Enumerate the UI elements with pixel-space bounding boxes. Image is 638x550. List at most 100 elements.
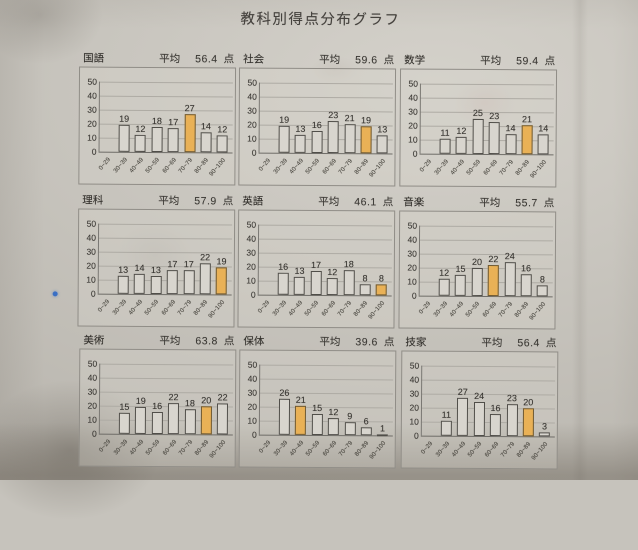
gridline-50 bbox=[99, 363, 234, 366]
bar-value-label: 24 bbox=[504, 251, 515, 262]
highlighted-bar bbox=[184, 114, 196, 153]
chart-header: 国語 平均 56.4 点 bbox=[79, 53, 237, 68]
bar bbox=[344, 123, 356, 154]
bar bbox=[440, 420, 452, 436]
mean-value: 56.4 bbox=[517, 337, 540, 350]
gridline-40 bbox=[418, 239, 554, 242]
y-axis-tick-label: 20 bbox=[87, 118, 97, 129]
chart-subject-title: 音楽 bbox=[403, 196, 425, 209]
chart-gika: 技家 平均 56.4 点 0 10 20 30 40 50 0~29 11 30~39 27 40~49 24… bbox=[400, 337, 560, 470]
y-axis-tick-label: 50 bbox=[408, 78, 418, 89]
chart-subject-title: 国語 bbox=[83, 52, 105, 65]
y-axis-line bbox=[98, 363, 101, 434]
bar-value-label: 11 bbox=[441, 409, 452, 420]
chart-header: 保体 平均 39.6 点 bbox=[239, 336, 397, 351]
y-axis-tick-label: 40 bbox=[87, 90, 97, 101]
chart-rika: 理科 平均 57.9 点 0 10 20 30 40 50 0~29 13 30~39 14 40~49 13… bbox=[77, 195, 236, 328]
y-axis-line bbox=[420, 365, 423, 436]
gridline-0 bbox=[257, 294, 392, 297]
mean-label: 平均 bbox=[158, 195, 180, 208]
y-axis-tick-label: 0 bbox=[411, 290, 417, 301]
chart-mean-score: 平均 57.9 点 bbox=[158, 195, 233, 208]
mean-value: 56.4 bbox=[195, 53, 218, 66]
y-axis-tick-label: 10 bbox=[87, 132, 97, 143]
bar bbox=[326, 278, 338, 296]
bar bbox=[536, 285, 549, 297]
y-axis-tick-label: 30 bbox=[247, 105, 257, 116]
y-axis-tick-label: 20 bbox=[408, 120, 418, 131]
chart-bijutsu: 美術 平均 63.8 点 0 10 20 30 40 50 0~29 15 30~39 19 40~49 16… bbox=[78, 334, 238, 468]
chart-plot-area: 0 10 20 30 40 50 0~29 15 30~39 19 40~49 16 50~59 22 60… bbox=[78, 348, 237, 468]
gridline-0 bbox=[98, 151, 233, 154]
bar bbox=[294, 276, 306, 295]
bar bbox=[151, 411, 163, 435]
bar bbox=[377, 433, 389, 437]
highlighted-bar bbox=[295, 405, 307, 435]
y-axis-tick-label: 0 bbox=[90, 288, 96, 299]
chart-mean-score: 平均 63.8 点 bbox=[159, 335, 234, 348]
y-axis-tick-label: 30 bbox=[246, 247, 256, 258]
page-title: 教科別得点分布グラフ bbox=[240, 11, 401, 29]
y-axis-tick-label: 10 bbox=[246, 275, 256, 286]
highlighted-bar bbox=[522, 408, 534, 437]
bar bbox=[327, 418, 340, 436]
bar bbox=[472, 118, 484, 155]
bar bbox=[151, 126, 163, 153]
chart-header: 音楽 平均 55.7 点 bbox=[399, 196, 557, 211]
bar bbox=[118, 125, 130, 152]
y-axis-tick-label: 30 bbox=[408, 106, 418, 117]
y-axis-tick-label: 40 bbox=[246, 233, 257, 244]
chart-plot-area: 0 10 20 30 40 50 0~29 19 30~39 12 40~49 18 50~59 17 60… bbox=[78, 66, 237, 186]
y-axis-tick-label: 10 bbox=[86, 274, 96, 285]
y-axis-tick-label: 40 bbox=[409, 374, 420, 385]
bar bbox=[166, 270, 178, 295]
highlighted-bar bbox=[375, 284, 388, 296]
y-axis-tick-label: 10 bbox=[87, 414, 97, 425]
y-axis-tick-label: 0 bbox=[251, 147, 257, 158]
bar-value-label: 3 bbox=[541, 421, 548, 432]
bar-value-label: 16 bbox=[311, 119, 322, 130]
bar bbox=[505, 134, 517, 155]
bar bbox=[135, 407, 147, 434]
y-axis-tick-label: 50 bbox=[409, 360, 420, 371]
chart-subject-title: 保体 bbox=[243, 335, 265, 348]
bar bbox=[327, 120, 339, 154]
bar bbox=[277, 272, 289, 295]
chart-subject-title: 美術 bbox=[83, 334, 105, 347]
y-axis-tick-label: 0 bbox=[92, 428, 97, 439]
chart-header: 技家 平均 56.4 点 bbox=[401, 337, 559, 352]
bar bbox=[457, 398, 469, 436]
y-axis-tick-label: 50 bbox=[86, 218, 97, 229]
gridline-40 bbox=[98, 237, 233, 240]
bar bbox=[506, 403, 518, 437]
chart-kokugo: 国語 平均 56.4 点 0 10 20 30 40 50 0~29 19 30~39 12 40~49 18… bbox=[78, 53, 237, 186]
chart-plot-area: 0 10 20 30 40 50 0~29 19 30~39 13 40~49 16 50~59 23 60… bbox=[238, 67, 397, 187]
chart-subject-title: 社会 bbox=[243, 53, 265, 66]
mean-label: 平均 bbox=[159, 335, 181, 348]
highlighted-bar bbox=[200, 406, 212, 435]
chart-subject-title: 英語 bbox=[242, 195, 264, 208]
mean-unit-label: 点 bbox=[222, 195, 234, 208]
bar bbox=[167, 403, 180, 435]
y-axis-line bbox=[98, 81, 100, 152]
mean-unit-label: 点 bbox=[223, 335, 235, 348]
gridline-40 bbox=[421, 379, 556, 382]
bar bbox=[359, 284, 371, 296]
bar bbox=[118, 412, 131, 434]
gridline-0 bbox=[418, 295, 553, 298]
chart-mean-score: 平均 56.4 点 bbox=[481, 337, 556, 350]
gridline-0 bbox=[97, 293, 232, 296]
chart-subject-title: 技家 bbox=[405, 336, 427, 349]
gridline-50 bbox=[419, 83, 554, 86]
gridline-50 bbox=[98, 223, 233, 226]
bar bbox=[311, 413, 323, 436]
bar bbox=[504, 262, 516, 297]
chart-subject-title: 理科 bbox=[82, 194, 104, 207]
bar-value-label: 17 bbox=[168, 117, 179, 128]
bar bbox=[360, 426, 372, 436]
highlighted-bar bbox=[487, 265, 500, 297]
gridline-0 bbox=[98, 433, 233, 436]
y-axis-tick-label: 20 bbox=[407, 262, 417, 273]
bar-value-label: 19 bbox=[216, 256, 227, 267]
bar bbox=[488, 121, 500, 155]
